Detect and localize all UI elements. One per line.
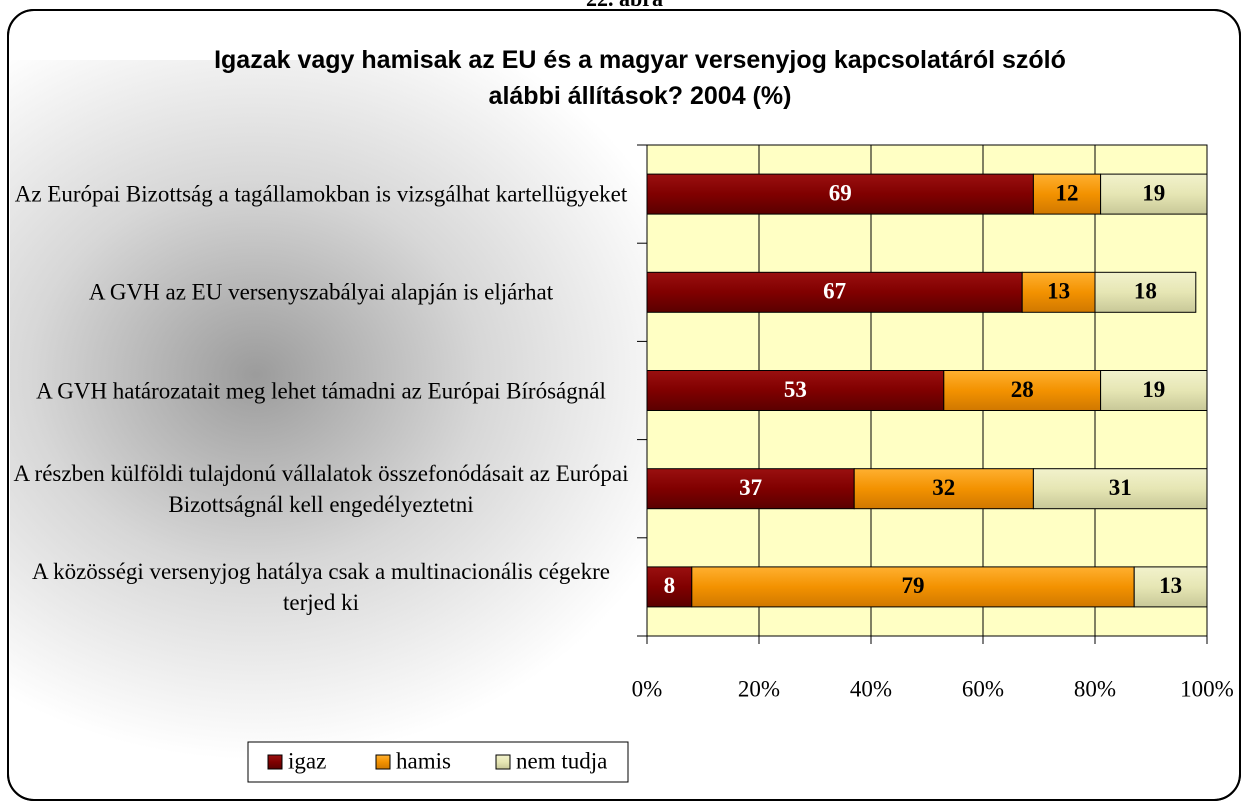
bar-segment: [646, 566, 693, 608]
bar-segment: [1021, 271, 1096, 313]
data-label: 12: [1056, 180, 1079, 205]
bar-segment: [646, 370, 945, 411]
x-tick-label: 100%: [1180, 676, 1234, 701]
data-label: 69: [829, 180, 852, 205]
data-label: 13: [1159, 573, 1182, 598]
category-label: A közösségi versenyjog hatálya csak a mu…: [32, 558, 610, 615]
category-label: A részben külföldi tulajdonú vállalatok …: [13, 460, 629, 517]
data-label: 8: [664, 573, 676, 598]
bar-segment: [943, 370, 1102, 411]
legend-box: [247, 741, 629, 783]
x-tick-label: 60%: [962, 676, 1004, 701]
bar-segment: [1094, 271, 1197, 313]
bar-segment: [646, 173, 1034, 215]
legend-swatch: [495, 754, 511, 770]
data-label: 79: [902, 573, 925, 598]
x-tick-label: 40%: [850, 676, 892, 701]
category-label: A GVH az EU versenyszabályai alapján is …: [88, 279, 554, 305]
legend-swatch: [267, 754, 283, 770]
data-label: 19: [1142, 180, 1165, 205]
bar-segment: [1133, 566, 1208, 608]
data-label: 13: [1047, 279, 1070, 304]
legend-label: igaz: [288, 748, 326, 773]
bar-segment: [691, 566, 1135, 608]
bar-segment: [853, 468, 1034, 510]
x-tick-label: 20%: [738, 676, 780, 701]
legend-label: nem tudja: [516, 748, 607, 773]
data-label: 32: [932, 475, 955, 500]
data-label: 31: [1109, 475, 1132, 500]
bar-segment: [646, 468, 855, 510]
data-label: 18: [1134, 279, 1157, 304]
bar-segment: [1100, 370, 1208, 411]
legend-swatch: [375, 754, 391, 770]
data-label: 53: [784, 377, 807, 402]
bar-segment: [1032, 468, 1208, 510]
data-label: 37: [739, 475, 762, 500]
x-tick-label: 0%: [632, 676, 663, 701]
category-label: Az Európai Bizottság a tagállamokban is …: [14, 181, 628, 207]
chart-frame-border: [7, 9, 1241, 801]
legend-label: hamis: [396, 748, 451, 773]
caption: 22. ábra: [0, 0, 1249, 12]
x-tick-label: 80%: [1074, 676, 1116, 701]
category-label: A GVH határozatait meg lehet támadni az …: [36, 378, 606, 403]
chart-title: Igazak vagy hamisak az EU és a magyar ve…: [214, 46, 1066, 110]
data-label: 28: [1011, 377, 1034, 402]
data-label: 67: [823, 279, 846, 304]
bar-segment: [1100, 173, 1208, 215]
data-label: 19: [1142, 377, 1165, 402]
